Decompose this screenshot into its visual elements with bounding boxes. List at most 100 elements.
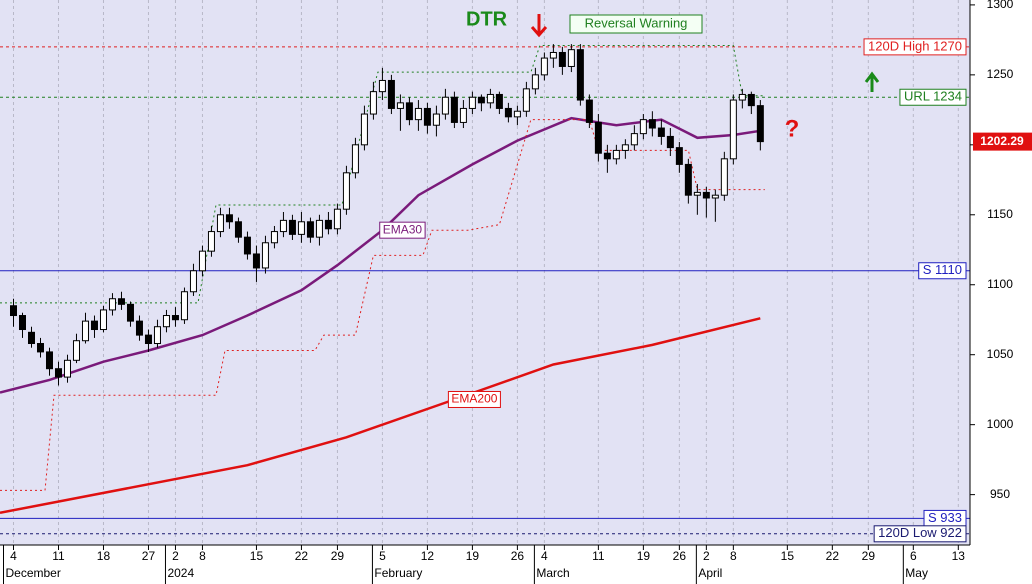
candle-body <box>189 270 197 293</box>
candle-body <box>378 79 386 93</box>
candle-body <box>117 298 125 305</box>
candle-body <box>576 49 584 101</box>
candle-body <box>684 163 692 196</box>
x-tick-label: 29 <box>862 549 876 563</box>
candle-body <box>657 127 665 137</box>
candle-body <box>567 49 575 67</box>
candle-body <box>207 231 215 252</box>
candle-body <box>405 102 413 121</box>
candle-body <box>450 96 458 123</box>
y-tick-label: 1000 <box>987 417 1014 431</box>
level-label: 120D Low 922 <box>878 525 962 540</box>
candle-body <box>747 93 755 107</box>
y-tick-label: 1150 <box>987 207 1013 221</box>
candle-body <box>72 340 80 361</box>
level-label: URL 1234 <box>904 89 962 104</box>
candle-body <box>81 320 89 342</box>
candle-body <box>738 93 746 101</box>
candle-body <box>27 331 35 345</box>
candle-body <box>675 147 683 165</box>
month-label: December <box>5 566 60 580</box>
candle-body <box>45 351 53 370</box>
candle-body <box>315 219 323 238</box>
x-tick-label: 4 <box>541 549 548 563</box>
candle-body <box>153 326 161 345</box>
y-tick-label: 950 <box>990 487 1010 501</box>
candle-body <box>540 57 548 76</box>
last-price-label: 1202.29 <box>980 134 1024 148</box>
candle-body <box>90 320 98 331</box>
candle-body <box>108 298 116 311</box>
y-tick-label: 1050 <box>987 347 1014 361</box>
series-line <box>0 116 761 394</box>
last-price-box <box>973 132 1032 151</box>
series-line <box>0 45 765 304</box>
candle-body <box>18 315 26 331</box>
candle-body <box>594 121 602 154</box>
level-label: 120D High 1270 <box>868 38 962 53</box>
x-tick-label: 22 <box>826 549 840 563</box>
candle-body <box>432 113 440 126</box>
candle-body <box>630 133 638 146</box>
down-arrow <box>530 14 548 38</box>
level-box <box>918 262 967 280</box>
candle-body <box>558 51 566 67</box>
candle-body <box>351 144 359 174</box>
level-box <box>873 525 967 543</box>
x-tick-label: 2 <box>703 549 710 563</box>
candle-body <box>729 99 737 160</box>
candle-body <box>639 119 647 135</box>
candle-body <box>522 88 530 112</box>
candle-body <box>702 191 710 199</box>
series-label-box <box>447 390 501 408</box>
candle-body <box>162 315 170 328</box>
candle-body <box>468 96 476 109</box>
x-tick-label: 27 <box>142 549 156 563</box>
level-label: S 933 <box>928 510 962 525</box>
candle-body <box>99 309 107 331</box>
candle-body <box>225 214 233 223</box>
candle-body <box>135 320 143 336</box>
candle-body <box>198 250 206 272</box>
question-mark: ? <box>785 115 800 142</box>
candle-body <box>369 91 377 115</box>
month-label: March <box>536 566 569 580</box>
candle-body <box>666 135 674 149</box>
y-tick-label: 1250 <box>987 67 1014 81</box>
x-tick-label: 19 <box>466 549 480 563</box>
candle-body <box>288 219 296 235</box>
series-label: EMA200 <box>451 392 497 406</box>
candle-body <box>585 99 593 123</box>
y-tick-label: 1100 <box>987 277 1013 291</box>
candle-body <box>144 334 152 345</box>
candle-body <box>54 368 62 378</box>
x-tick-label: 6 <box>910 549 917 563</box>
candle-body <box>270 231 278 244</box>
candle-body <box>171 315 179 321</box>
x-tick-label: 15 <box>781 549 795 563</box>
candle-body <box>477 96 485 104</box>
month-label: February <box>374 566 422 580</box>
x-tick-label: 11 <box>52 549 65 563</box>
candle-body <box>459 107 467 123</box>
candle-body <box>495 93 503 109</box>
month-label: April <box>698 566 722 580</box>
candle-body <box>621 144 629 151</box>
candle-body <box>441 96 449 115</box>
candle-body <box>648 119 656 129</box>
candle-body <box>324 219 332 230</box>
x-tick-label: 12 <box>421 549 435 563</box>
dtr-label: DTR <box>466 8 508 30</box>
reversal-label: Reversal Warning <box>585 15 688 30</box>
candle-body <box>279 219 287 233</box>
candle-body <box>513 110 521 118</box>
candle-body <box>297 221 305 235</box>
up-arrow <box>864 71 880 92</box>
level-box <box>899 88 967 106</box>
x-tick-label: 8 <box>199 549 206 563</box>
candle-body <box>531 74 539 90</box>
candle-body <box>612 149 620 160</box>
candle-body <box>414 107 422 121</box>
